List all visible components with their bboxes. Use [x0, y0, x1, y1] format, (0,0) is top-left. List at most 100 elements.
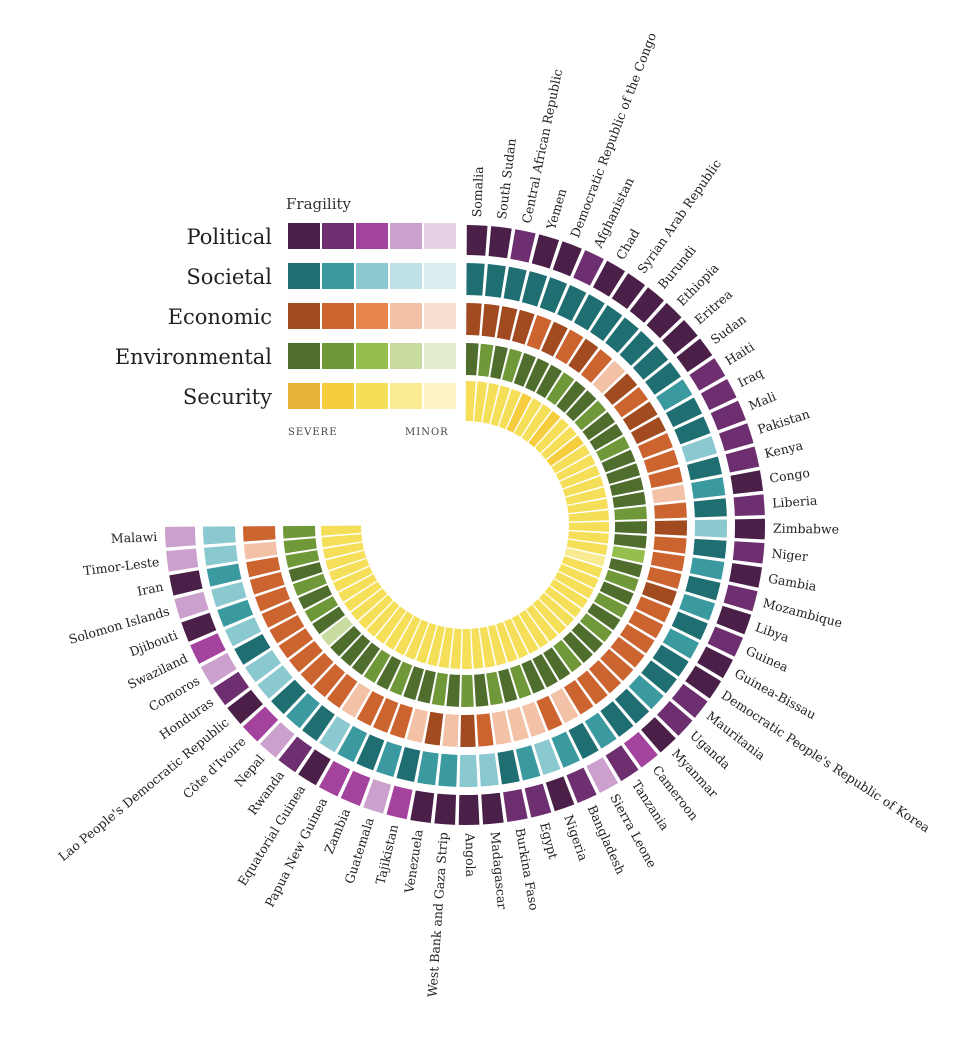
cell-environmental — [376, 656, 402, 690]
cell-environmental — [521, 659, 545, 694]
cell-political — [260, 722, 295, 758]
cell-environmental — [389, 661, 413, 696]
cell-political — [503, 789, 528, 822]
cell-environmental — [571, 622, 603, 653]
legend-swatch-3 — [356, 223, 388, 249]
cell-economic — [653, 536, 687, 554]
cell-security — [496, 621, 518, 663]
cell-societal — [551, 731, 580, 768]
legend-minor-label: MINOR — [405, 427, 449, 438]
cell-environmental — [478, 343, 494, 377]
cell-environmental — [596, 436, 630, 462]
cell-societal — [257, 665, 293, 699]
legend-swatch-1 — [288, 263, 320, 289]
cell-security — [514, 398, 542, 438]
cell-economic — [341, 682, 371, 718]
cell-security — [498, 388, 522, 430]
cell-security — [482, 383, 499, 424]
cell-economic — [496, 306, 518, 341]
cell-environmental — [536, 364, 563, 399]
cell-political — [298, 749, 331, 786]
cell-economic — [506, 706, 529, 742]
cell-environmental — [582, 411, 616, 441]
cell-political — [166, 548, 199, 572]
country-label: Iran — [136, 579, 165, 599]
legend-row-label: Security — [182, 385, 272, 409]
cell-security — [325, 550, 367, 571]
cell-societal — [417, 751, 439, 786]
cell-environmental — [587, 603, 621, 631]
cell-societal — [656, 379, 693, 411]
cell-economic — [526, 315, 552, 351]
cell-economic — [628, 610, 664, 639]
legend-swatch-3 — [356, 303, 388, 329]
cell-environmental — [465, 343, 479, 376]
cell-security — [568, 521, 610, 532]
cell-environmental — [513, 352, 536, 387]
cell-societal — [641, 660, 677, 694]
cell-societal — [271, 679, 306, 715]
legend-swatch-4 — [390, 303, 422, 329]
cell-political — [676, 338, 713, 373]
cell-environmental — [614, 506, 647, 521]
cell-security — [555, 454, 596, 481]
cell-political — [488, 226, 512, 259]
cell-societal — [605, 317, 639, 353]
cell-societal — [693, 498, 727, 518]
cell-political — [623, 731, 658, 768]
legend-swatch-1 — [288, 303, 320, 329]
cell-security — [554, 571, 594, 599]
cell-political — [707, 626, 744, 657]
legend-swatch-4 — [390, 223, 422, 249]
country-label: Burkina Faso — [513, 827, 542, 912]
cell-environmental — [298, 585, 333, 610]
cell-environmental — [579, 613, 613, 642]
cell-political — [434, 793, 457, 825]
cell-economic — [521, 701, 546, 737]
cell-societal — [206, 563, 242, 587]
cell-societal — [693, 538, 727, 559]
cell-economic — [466, 303, 482, 336]
cell-environmental — [612, 491, 646, 508]
cell-environmental — [574, 400, 607, 431]
cell-societal — [478, 753, 499, 787]
cell-political — [689, 358, 726, 391]
cell-environmental — [509, 664, 532, 699]
country-labels: Somalia South Sudan Central African Republ… — [55, 30, 933, 997]
cell-security — [358, 594, 394, 629]
legend-swatch-2 — [322, 383, 354, 409]
cell-security — [471, 628, 484, 669]
cell-political — [242, 706, 279, 742]
cell-economic — [300, 652, 334, 686]
legend-title: Fragility — [286, 195, 352, 213]
cell-societal — [539, 277, 568, 314]
cell-security — [333, 566, 373, 592]
cell-economic — [600, 648, 634, 682]
cell-security — [538, 592, 575, 627]
cell-societal — [533, 739, 561, 775]
cell-political — [629, 287, 664, 323]
cell-security — [465, 381, 476, 422]
cell-political — [386, 785, 413, 820]
country-label: Venezuela — [401, 828, 426, 895]
cell-political — [716, 605, 752, 635]
cell-societal — [396, 746, 421, 782]
cell-political — [646, 302, 682, 339]
country-label: West Bank and Gaza Strip — [424, 832, 450, 998]
cell-security — [532, 598, 567, 635]
cell-security — [366, 600, 400, 637]
cell-societal — [521, 271, 548, 307]
cell-environmental — [330, 625, 362, 657]
cell-economic — [648, 466, 683, 489]
cell-environmental — [608, 558, 643, 578]
cell-environmental — [606, 463, 641, 484]
cell-economic — [373, 697, 399, 733]
cell-societal — [337, 725, 368, 763]
cell-security — [540, 426, 577, 460]
cell-environmental — [446, 674, 461, 707]
cell-security — [405, 619, 429, 660]
cell-environmental — [283, 525, 316, 539]
legend-swatch-5 — [424, 343, 456, 369]
legend-swatch-1 — [288, 223, 320, 249]
cell-economic — [389, 703, 414, 739]
